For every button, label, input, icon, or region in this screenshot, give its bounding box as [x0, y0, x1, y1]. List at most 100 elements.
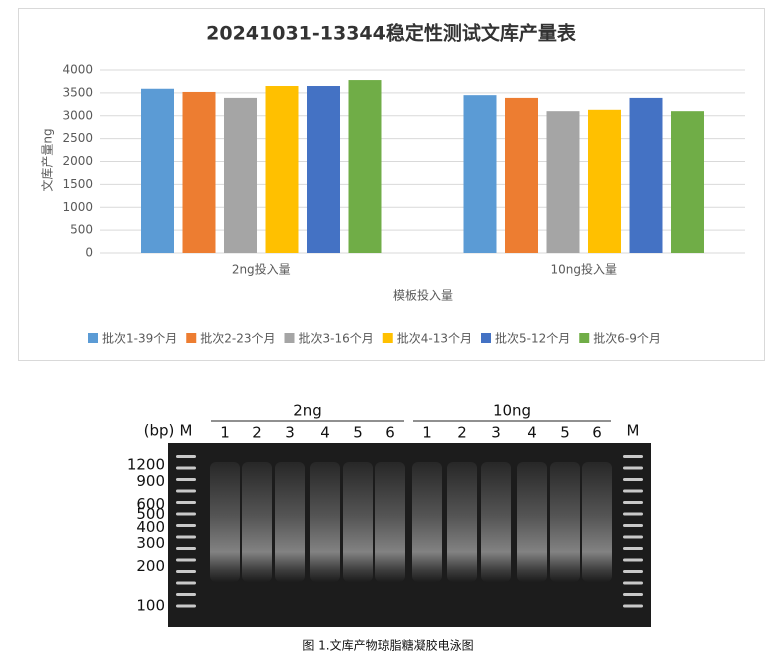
lane-label: 6 [592, 424, 602, 442]
y-tick-label: 2500 [62, 131, 93, 145]
ladder-size-label: 100 [136, 597, 165, 615]
ladder-band [176, 466, 196, 470]
y-tick-label: 2000 [62, 154, 93, 168]
gel-lane-smear [210, 462, 240, 582]
bar [671, 111, 704, 253]
gel-lane-smear [375, 462, 405, 582]
bar [588, 109, 621, 254]
lane-label: 5 [560, 424, 570, 442]
chart-title: 20241031-13344稳定性测试文库产量表 [206, 22, 577, 45]
legend-swatch [88, 333, 98, 343]
bar [182, 91, 216, 254]
ladder-size-label: 500 [136, 505, 165, 523]
ladder-size-label: 600 [136, 495, 165, 513]
legend-swatch [382, 333, 393, 343]
ladder-size-label: 900 [136, 472, 165, 490]
gel-lane-smear [481, 462, 511, 582]
y-tick-label: 3000 [62, 108, 93, 122]
legend-swatch [186, 333, 197, 343]
gel-group-label: 2ng [293, 402, 322, 420]
lane-label: 2 [457, 424, 467, 442]
x-tick-label: 10ng投入量 [551, 262, 618, 277]
gel-lane-smear [517, 462, 547, 582]
bar [141, 88, 174, 253]
ladder-band [623, 466, 643, 470]
ladder-band [176, 535, 196, 539]
gel-lane-smear [582, 462, 612, 582]
ladder-band [176, 478, 196, 481]
ladder-band [623, 489, 643, 493]
ladder-band [623, 524, 643, 527]
y-tick-label: 1500 [62, 177, 93, 191]
ladder-band [176, 558, 196, 562]
bar [546, 111, 580, 253]
y-tick-label: 4000 [62, 63, 93, 77]
ladder-band [623, 581, 643, 585]
bar [463, 95, 497, 253]
y-tick-label: 0 [85, 246, 93, 260]
bar [307, 86, 340, 253]
bar [265, 86, 299, 253]
x-axis-title: 模板投入量 [393, 288, 453, 303]
ladder-band [623, 558, 643, 562]
gel-marker-label: M [627, 422, 640, 440]
ladder-band [176, 512, 196, 516]
lane-label: 4 [320, 424, 330, 442]
ladder-band [623, 535, 643, 539]
gel-lane-smear [447, 462, 477, 582]
bar [505, 97, 538, 253]
legend-swatch [481, 333, 491, 343]
gel-lane-smear [343, 462, 373, 582]
ladder-band [176, 593, 196, 596]
legend-label: 批次3-16个月 [299, 331, 374, 346]
lane-label: 1 [220, 424, 230, 442]
ladder-band [176, 501, 196, 504]
ladder-band [623, 593, 643, 596]
gel-group-label: 10ng [493, 402, 531, 420]
gel-lane-smear [412, 462, 442, 582]
legend-label: 批次6-9个月 [593, 331, 661, 346]
legend-label: 批次2-23个月 [200, 331, 275, 346]
gel-lane-smear [242, 462, 272, 582]
ladder-band [176, 489, 196, 493]
legend-swatch [284, 333, 295, 343]
lane-label: 6 [385, 424, 395, 442]
ladder-band [623, 570, 643, 573]
lane-label: 1 [422, 424, 432, 442]
ladder-band [623, 547, 643, 550]
gel-lane-smear [550, 462, 580, 582]
lane-label: 3 [285, 424, 295, 442]
ladder-band [176, 455, 196, 458]
ladder-band [623, 501, 643, 504]
legend-label: 批次1-39个月 [102, 331, 177, 346]
legend-swatch [579, 333, 590, 343]
lane-label: 4 [527, 424, 537, 442]
gel-marker-label: M [180, 422, 193, 440]
bar [629, 97, 663, 253]
ladder-band [176, 547, 196, 550]
lane-label: 3 [491, 424, 501, 442]
legend-label: 批次4-13个月 [397, 331, 472, 346]
lane-label: 5 [353, 424, 363, 442]
ladder-size-label: 400 [136, 518, 165, 536]
y-tick-label: 500 [70, 223, 93, 237]
ladder-band [623, 455, 643, 458]
gel-lane-smear [310, 462, 340, 582]
ladder-band [176, 570, 196, 573]
ladder-size-label: 1200 [127, 455, 165, 473]
x-tick-label: 2ng投入量 [232, 262, 291, 277]
ladder-band [623, 604, 643, 608]
ladder-band [623, 512, 643, 516]
y-tick-label: 1000 [62, 200, 93, 214]
ladder-band [176, 604, 196, 608]
gel-lane-smear [275, 462, 305, 582]
lane-label: 2 [252, 424, 262, 442]
ladder-band [176, 581, 196, 585]
ladder-band [176, 524, 196, 527]
caption: 图 1.文库产物琼脂糖凝胶电泳图 [302, 638, 473, 653]
y-axis-title: 文库产量ng [40, 128, 55, 191]
bar [348, 80, 382, 253]
ladder-band [623, 478, 643, 481]
bar [224, 97, 257, 253]
